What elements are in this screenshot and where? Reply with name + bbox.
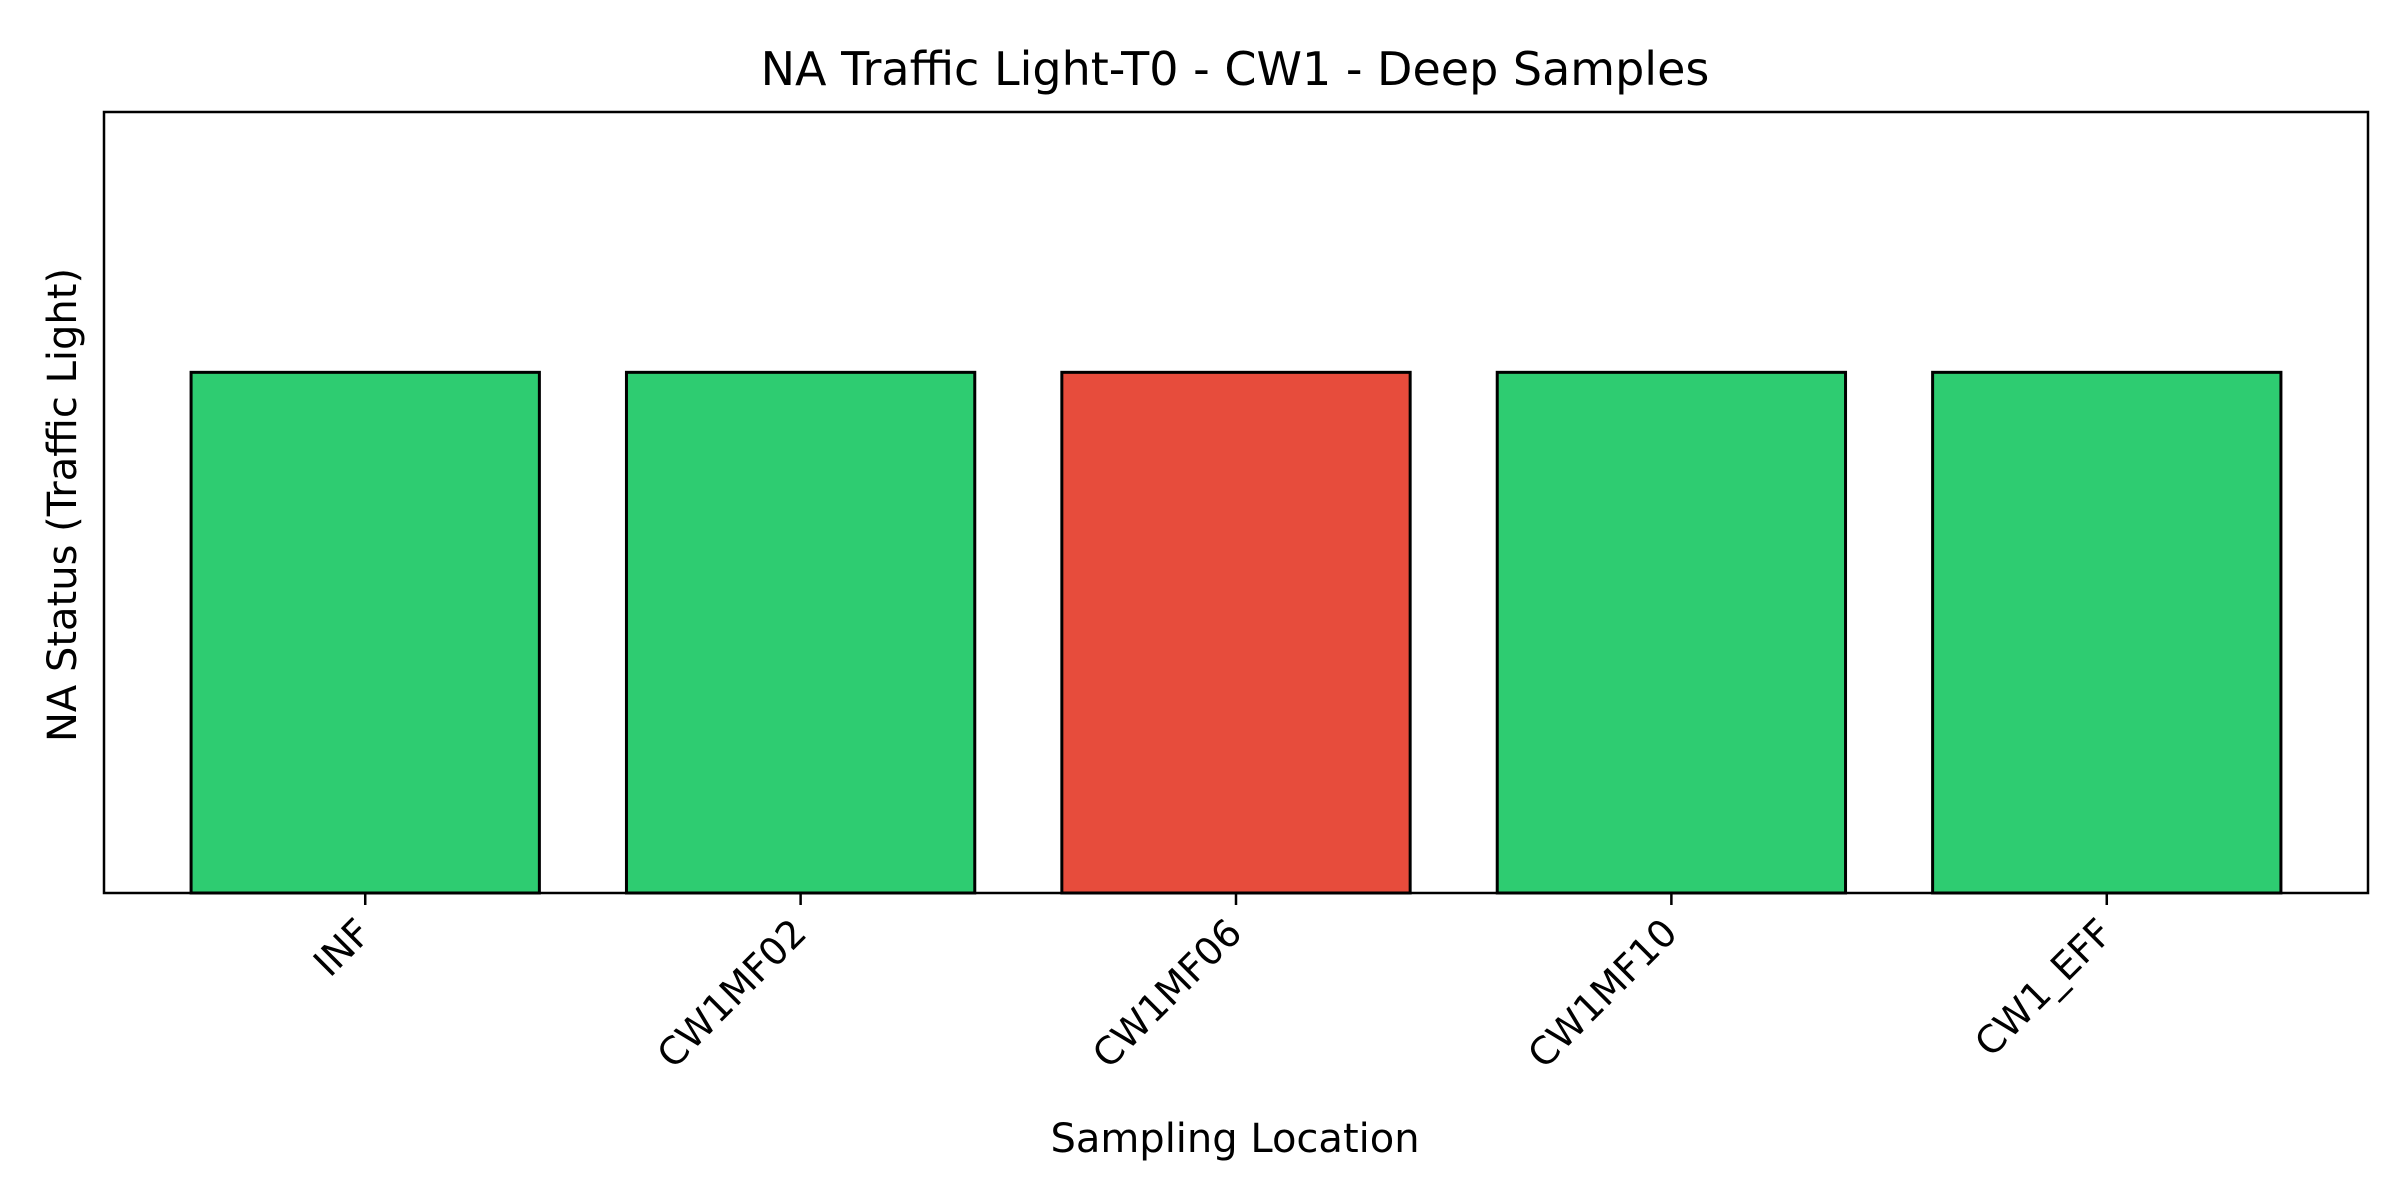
y-axis-label: NA Status (Traffic Light)	[40, 268, 86, 742]
x-tick-label: CW1MF02	[649, 910, 815, 1076]
bar-cw1mf06	[1060, 370, 1412, 895]
chart-title: NA Traffic Light-T0 - CW1 - Deep Samples	[761, 42, 1710, 96]
bar-cw1mf10	[1495, 370, 1848, 895]
bar-inf	[189, 370, 541, 895]
bar-cw1mf02	[624, 370, 977, 895]
bar-cw1-eff	[1931, 370, 2283, 895]
x-ticks-group: INF CW1MF02 CW1MF06 CW1MF10 CW1_EFF	[305, 893, 2121, 1077]
x-axis-label: Sampling Location	[1050, 1116, 1419, 1162]
x-tick-label: CW1MF06	[1084, 910, 1250, 1076]
x-tick-label: INF	[305, 910, 380, 985]
x-tick-label: CW1_EFF	[1966, 910, 2121, 1065]
plot-frame	[102, 110, 2370, 895]
bars-group	[189, 370, 2283, 895]
x-tick-label: CW1MF10	[1519, 910, 1685, 1076]
